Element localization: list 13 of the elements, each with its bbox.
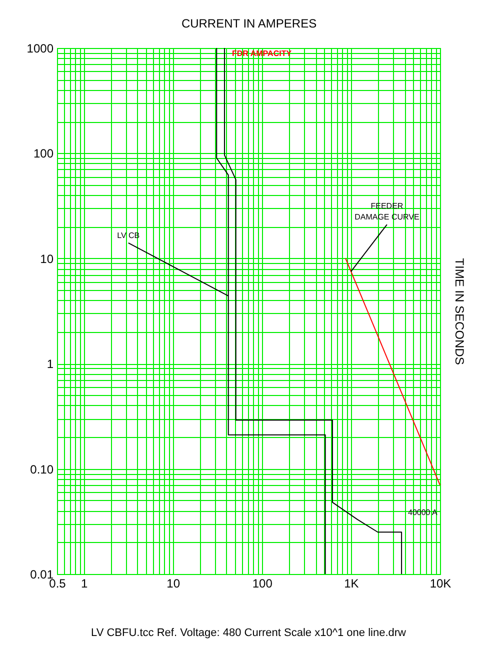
x-tick-label: 1	[80, 576, 88, 590]
y-tick-label: 1	[46, 357, 54, 372]
x-tick-label: 1K	[344, 576, 359, 590]
x-tick-label: 10	[166, 576, 180, 590]
x-tick-label: 10K	[430, 576, 452, 590]
x-tick-label: 100	[252, 576, 273, 590]
y-axis-title: TIME IN SECONDS	[452, 258, 466, 365]
y-tick-label: 100	[33, 146, 54, 161]
y-tick-label: 0.10	[30, 462, 54, 476]
y-tick-label: 10	[40, 252, 54, 266]
y-tick-label: 1000	[26, 42, 54, 56]
x-axis-title: CURRENT IN AMPERES	[181, 16, 317, 30]
text: LV CBFU.tcc Ref. Voltage: 480 Current Scale x10^1 one line.drw	[91, 627, 406, 639]
